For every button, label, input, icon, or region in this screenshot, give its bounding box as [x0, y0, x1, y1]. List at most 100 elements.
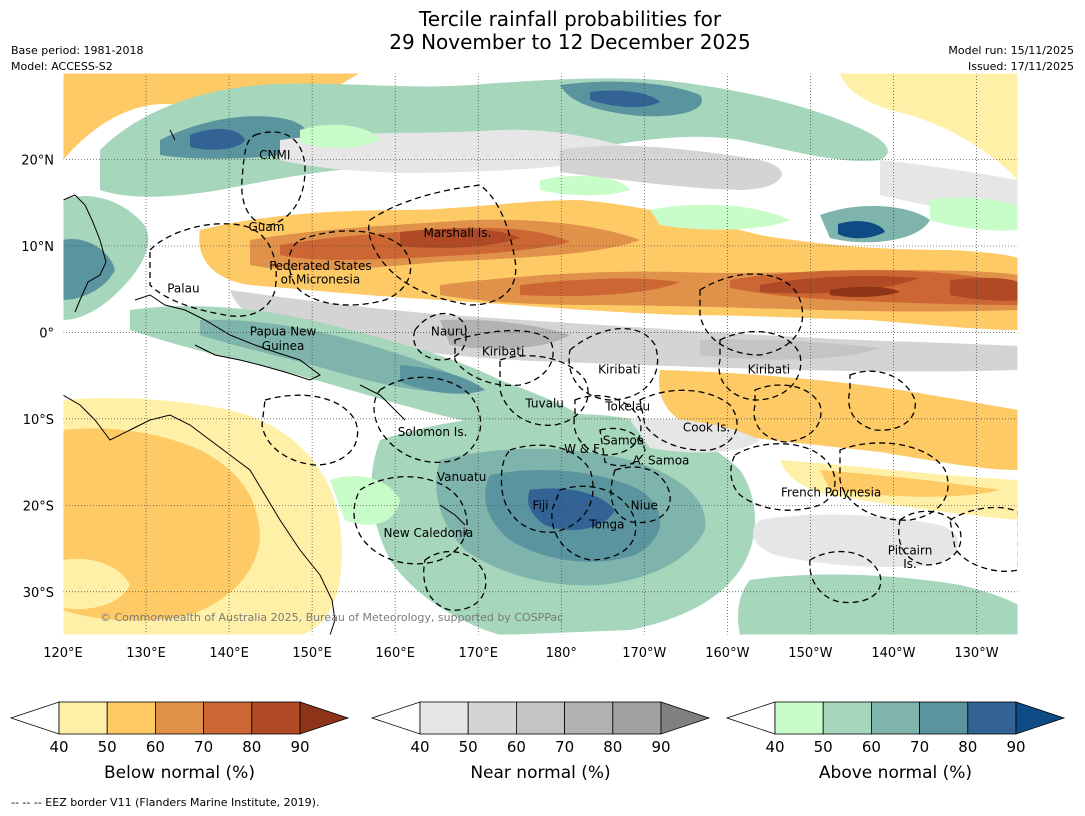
colorbar-segment — [203, 701, 253, 735]
colorbar-segment — [871, 701, 921, 735]
region-label: Palau — [167, 281, 199, 295]
region-label: Federated States — [269, 259, 371, 273]
region-label: CNMI — [259, 148, 290, 162]
region-label: Marshall Is. — [423, 226, 491, 240]
lon-tick-label: 180° — [546, 646, 577, 661]
colorbar-tick-label: 70 — [194, 738, 213, 756]
colorbar-tick-label: 70 — [555, 738, 574, 756]
colorbar-segment — [612, 701, 662, 735]
colorbar-segment — [106, 701, 156, 735]
lat-tick-label: 20°N — [21, 153, 54, 168]
lon-tick-label: 140°E — [209, 646, 249, 661]
colorbar-tick-label: 90 — [1006, 738, 1025, 756]
region-label: Kiribati — [482, 344, 524, 358]
colorbar-tick-label: 40 — [49, 738, 68, 756]
colorbar-tick-label: 90 — [651, 738, 670, 756]
colorbar-segment — [467, 701, 517, 735]
region-label: Tonga — [588, 517, 624, 531]
model-name: Model: ACCESS-S2 — [11, 60, 113, 73]
region-label: Papua New — [250, 325, 317, 339]
region-label: Tokelau — [604, 400, 650, 414]
axis-labels: 120°E 130°E 140°E 150°E 160°E 170°E 180° 170°W 1… — [21, 153, 998, 661]
colorbar-tick-label: 80 — [242, 738, 261, 756]
lon-tick-label: 160°W — [705, 646, 749, 661]
region-label: Kiribati — [598, 363, 640, 377]
colorbar-tick-label: 60 — [146, 738, 165, 756]
region-label: New Caledonia — [384, 526, 474, 540]
lat-tick-label: 0° — [39, 326, 54, 341]
region-label: Fiji — [532, 498, 548, 512]
region-label: A. Samoa — [632, 453, 689, 467]
lat-tick-label: 30°S — [23, 586, 54, 601]
lon-tick-label: 150°E — [292, 646, 332, 661]
lon-tick-label: 120°E — [43, 646, 83, 661]
colorbar-tick-label: 80 — [958, 738, 977, 756]
colorbar-2: 40 50 60 70 80 90 Near normal (%) — [370, 701, 711, 783]
colorbar-tick-label: 80 — [603, 738, 622, 756]
colorbar-segment — [251, 701, 301, 735]
lat-tick-label: 10°N — [21, 240, 54, 255]
region-label: French Polynesia — [781, 485, 881, 499]
colorbar-tick-label: 40 — [765, 738, 784, 756]
colorbar-3: 40 50 60 70 80 90 Above normal (%) — [725, 701, 1066, 783]
colorbar-under-triangle — [9, 701, 60, 735]
map-title-line1: Tercile rainfall probabilities for — [418, 7, 722, 31]
colorbar-tick-label: 70 — [910, 738, 929, 756]
lon-tick-label: 140°W — [871, 646, 915, 661]
region-label: Kiribati — [748, 363, 790, 377]
colorbar-segment — [154, 701, 204, 735]
colorbar-label: Below normal (%) — [104, 763, 255, 783]
colorbar-tick-label: 50 — [814, 738, 833, 756]
lon-tick-label: 130°E — [126, 646, 166, 661]
region-label: Niue — [631, 498, 658, 512]
colorbar-tick-label: 60 — [862, 738, 881, 756]
region-label: Solomon Is. — [398, 425, 468, 439]
colorbar-tick-label: 50 — [459, 738, 478, 756]
region-label: Guinea — [262, 339, 305, 353]
colorbar-over-triangle — [299, 701, 350, 735]
colorbar-over-triangle — [660, 701, 711, 735]
region-label: Pitcairn — [888, 543, 933, 557]
lat-tick-label: 20°S — [23, 499, 54, 514]
colorbar-segment — [564, 701, 614, 735]
region-label: Samoa — [603, 433, 644, 447]
colorbar-tick-label: 60 — [507, 738, 526, 756]
colorbar-label: Near normal (%) — [470, 763, 610, 783]
colorbar-under-triangle — [725, 701, 776, 735]
colorbar-segment — [822, 701, 872, 735]
lon-tick-label: 150°W — [788, 646, 832, 661]
lon-tick-label: 170°E — [458, 646, 498, 661]
colorbars: 40 50 60 70 80 90 Below normal (%) 40 50 60 70 80 90… — [9, 701, 1066, 783]
lon-tick-label: 160°E — [375, 646, 415, 661]
colorbar-tick-label: 90 — [290, 738, 309, 756]
lat-tick-label: 10°S — [23, 413, 54, 428]
region-label: of Micronesia — [281, 273, 361, 287]
colorbar-under-triangle — [370, 701, 421, 735]
region-label: Vanuatu — [437, 470, 487, 484]
region-label: Is. — [903, 557, 917, 571]
map-basemap: © Commonwealth of Australia 2025, Bureau… — [63, 73, 1018, 635]
colorbar-label: Above normal (%) — [819, 763, 972, 783]
eez-border-note: -- -- -- EEZ border V11 (Flanders Marine… — [11, 796, 320, 809]
region-label: Guam — [248, 220, 284, 234]
colorbar-tick-label: 50 — [98, 738, 117, 756]
region-label: Nauru — [431, 325, 467, 339]
region-label: Tuvalu — [524, 396, 564, 410]
colorbar-over-triangle — [1015, 701, 1066, 735]
map-title-line2: 29 November to 12 December 2025 — [389, 30, 751, 54]
issued-date: Issued: 17/11/2025 — [967, 60, 1074, 73]
colorbar-segment — [774, 701, 824, 735]
region-label: W & F — [564, 442, 600, 456]
colorbar-segment — [967, 701, 1017, 735]
colorbar-segment — [516, 701, 566, 735]
colorbar-segment — [919, 701, 969, 735]
region-label: Cook Is. — [683, 420, 730, 434]
lon-tick-label: 130°W — [954, 646, 998, 661]
copyright-notice: © Commonwealth of Australia 2025, Bureau… — [100, 611, 563, 624]
lon-tick-label: 170°W — [622, 646, 666, 661]
base-period: Base period: 1981-2018 — [11, 44, 144, 57]
colorbar-segment — [419, 701, 469, 735]
colorbar-tick-label: 40 — [410, 738, 429, 756]
